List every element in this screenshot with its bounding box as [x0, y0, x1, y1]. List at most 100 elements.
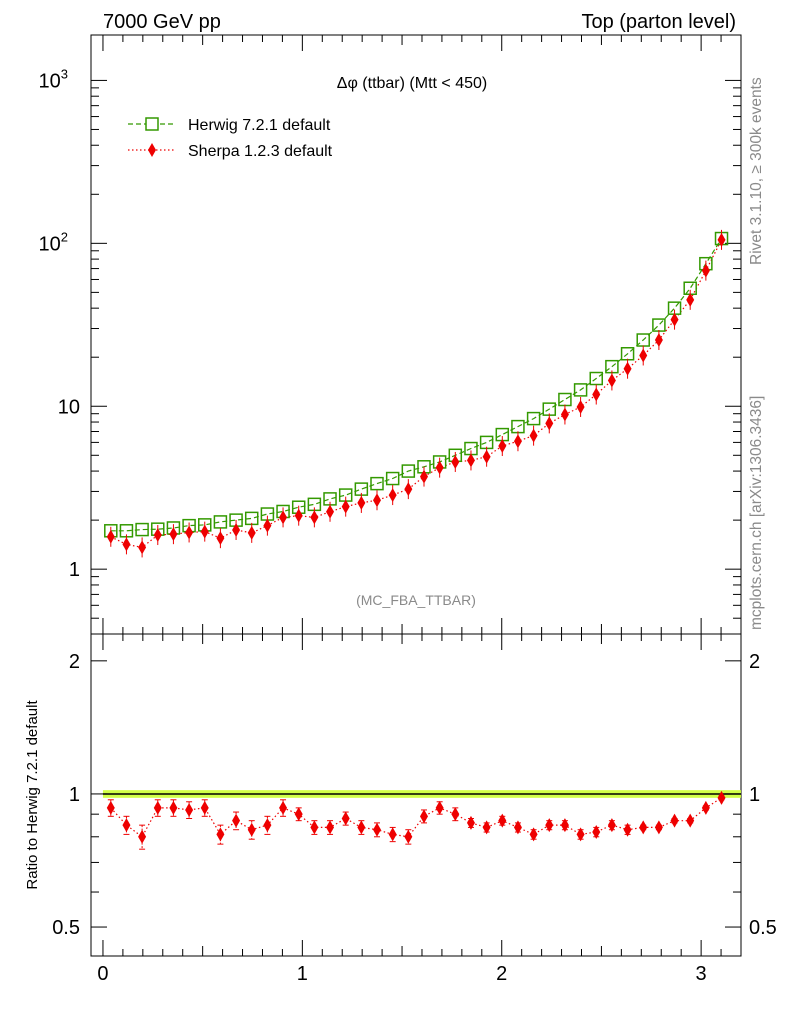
ratio-y-tick-label: 0.5 — [52, 917, 80, 939]
sherpa-point — [279, 510, 288, 525]
ratio-x-ticks: 0 1 2 3 — [97, 634, 742, 985]
ratio-point — [153, 800, 162, 815]
sherpa-point — [310, 510, 319, 525]
ratio-x-tick-label: 3 — [696, 963, 707, 985]
herwig-point — [135, 522, 149, 537]
rivet-label: Rivet 3.1.10, ≥ 300k events — [748, 77, 765, 265]
ratio-point — [263, 818, 272, 833]
ratio-point — [122, 818, 131, 833]
ratio-plot-panel: 0.5 0.5 1 1 2 2 0 1 2 3 Ratio to Herwig 7.2.1 de… — [24, 633, 777, 985]
ratio-point — [232, 813, 241, 828]
herwig-point — [401, 464, 416, 478]
sherpa-point — [545, 416, 554, 431]
herwig-point — [213, 515, 228, 529]
header-left: 7000 GeV pp — [103, 11, 221, 33]
ratio-y-axis-label: Ratio to Herwig 7.2.1 default — [24, 700, 41, 890]
herwig-point — [244, 511, 259, 526]
sherpa-point — [529, 428, 538, 443]
main-y-ticks: 1 10 102 103 — [39, 66, 741, 635]
herwig-point — [636, 333, 650, 347]
ratio-point — [560, 818, 569, 833]
ratio-point — [607, 818, 616, 833]
sherpa-point — [607, 373, 616, 388]
ratio-point — [310, 820, 319, 835]
main-plot-panel: 1 10 102 103 Δφ (ttbar) (Mtt < 450) (MC_FBA… — [39, 34, 742, 635]
ratio-point — [529, 827, 538, 842]
ratio-point — [435, 800, 444, 815]
sherpa-point — [670, 312, 679, 327]
ratio-point — [247, 822, 256, 837]
sherpa-point — [686, 292, 695, 307]
legend-entry-sherpa: Sherpa 1.2.3 default — [128, 143, 333, 160]
ratio-point — [106, 800, 115, 815]
legend-sherpa-label: Sherpa 1.2.3 default — [188, 143, 333, 160]
sherpa-point — [513, 434, 522, 449]
sherpa-point — [153, 528, 162, 543]
sherpa-point — [482, 449, 491, 464]
sherpa-point — [498, 439, 507, 454]
ratio-y-tick-label: 2 — [69, 651, 80, 673]
sherpa-point — [357, 495, 366, 510]
header-right: Top (parton level) — [581, 11, 736, 33]
ratio-point — [451, 807, 460, 822]
sherpa-line — [110, 239, 723, 549]
ratio-point — [138, 829, 147, 844]
sherpa-point — [326, 504, 335, 519]
herwig-point — [511, 419, 525, 434]
ratio-x-tick-label: 0 — [97, 963, 108, 985]
ratio-point — [701, 800, 710, 815]
sherpa-point — [654, 333, 663, 348]
ratio-point — [670, 813, 679, 828]
main-y-tick-label: 103 — [39, 66, 68, 92]
ratio-point — [200, 800, 209, 815]
ratio-point — [654, 820, 663, 835]
ratio-y-tick-label-right: 2 — [749, 651, 760, 673]
sherpa-point — [247, 525, 256, 540]
ratio-point — [419, 809, 428, 824]
ratio-y-ticks: 0.5 0.5 1 1 2 2 — [52, 651, 777, 939]
sherpa-point — [451, 454, 460, 469]
ratio-point — [388, 827, 397, 842]
sherpa-point — [122, 537, 131, 552]
herwig-point — [620, 347, 635, 361]
sherpa-point — [263, 518, 272, 533]
ratio-series — [106, 790, 726, 850]
sherpa-point — [169, 527, 178, 542]
sherpa-point — [106, 529, 115, 544]
ratio-point — [169, 800, 178, 815]
herwig-point — [558, 392, 572, 407]
ratio-point — [185, 802, 194, 817]
herwig-point — [526, 411, 541, 426]
ratio-point — [341, 811, 350, 826]
sherpa-point — [576, 399, 585, 414]
sherpa-point — [717, 232, 726, 247]
main-series — [104, 229, 729, 558]
plot-title: Δφ (ttbar) (Mtt < 450) — [337, 75, 487, 92]
mcplots-label: mcplots.cern.ch [arXiv:1306.3436] — [748, 396, 765, 630]
herwig-point — [479, 435, 494, 450]
ratio-uncertainty-band — [102, 790, 741, 798]
main-y-tick-label: 10 — [58, 396, 80, 418]
sherpa-point — [216, 531, 225, 546]
herwig-point — [542, 402, 557, 416]
herwig-point — [385, 471, 400, 486]
sherpa-point — [435, 460, 444, 475]
legend-herwig-marker — [145, 117, 159, 131]
ratio-point — [482, 820, 491, 835]
sherpa-point — [404, 482, 413, 497]
main-x-ticks — [102, 35, 742, 634]
ratio-point — [545, 818, 554, 833]
ratio-point — [498, 813, 507, 828]
ratio-point — [513, 820, 522, 835]
herwig-point — [589, 371, 603, 386]
sherpa-point — [701, 263, 710, 278]
sherpa-point — [341, 499, 350, 514]
ratio-point — [592, 825, 601, 840]
legend-entry-herwig: Herwig 7.2.1 default — [128, 117, 331, 134]
sherpa-point — [466, 453, 475, 468]
ratio-point — [216, 827, 225, 842]
ratio-point — [279, 800, 288, 815]
main-y-tick-label: 1 — [69, 559, 80, 581]
ratio-point — [404, 829, 413, 844]
